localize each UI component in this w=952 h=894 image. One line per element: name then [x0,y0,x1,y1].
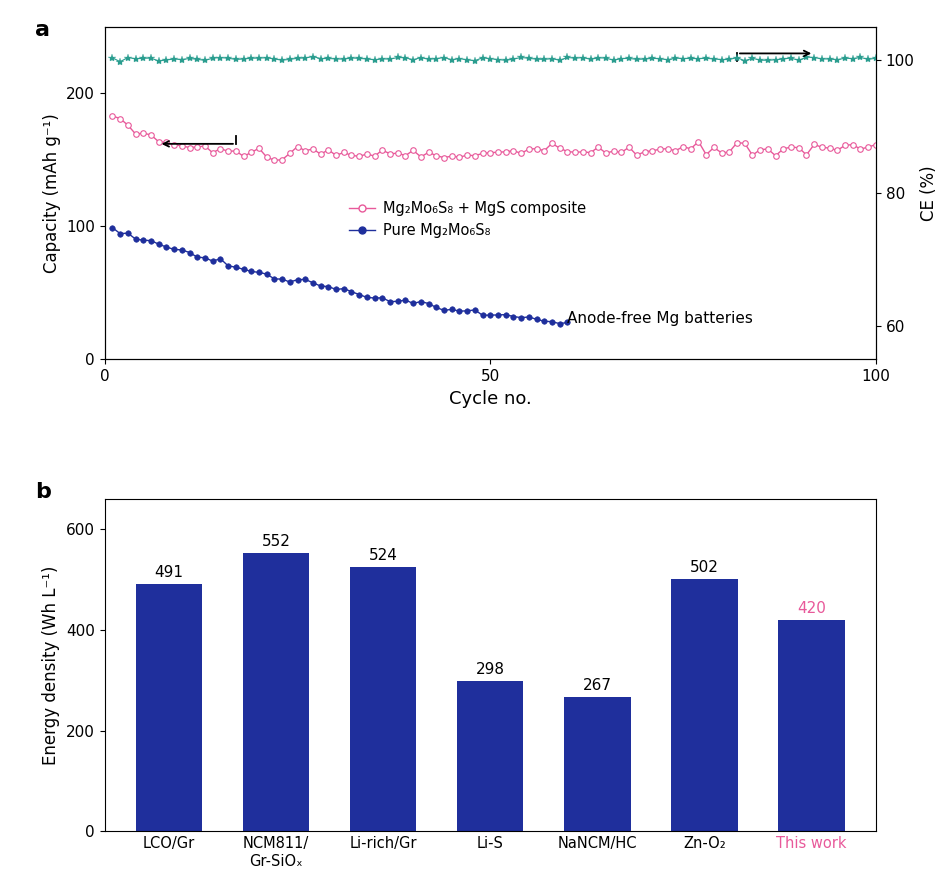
X-axis label: Cycle no.: Cycle no. [449,390,531,408]
Text: 267: 267 [583,678,612,693]
Text: 552: 552 [262,535,290,549]
Text: 502: 502 [690,560,719,575]
Text: Anode-free Mg batteries: Anode-free Mg batteries [567,311,753,326]
Bar [350,568,416,831]
Text: 298: 298 [476,662,505,678]
Text: b: b [35,483,51,502]
Bar [565,697,630,831]
Y-axis label: Capacity (mAh g⁻¹): Capacity (mAh g⁻¹) [43,114,61,273]
Bar [136,584,202,831]
Bar [779,620,844,831]
Bar [671,578,738,831]
Text: 491: 491 [154,565,184,580]
Bar [457,681,524,831]
Bar [243,553,309,831]
Legend: Mg₂Mo₆S₈ + MgS composite, Pure Mg₂Mo₆S₈: Mg₂Mo₆S₈ + MgS composite, Pure Mg₂Mo₆S₈ [344,195,592,244]
Text: 524: 524 [368,548,398,563]
Y-axis label: Energy density (Wh L⁻¹): Energy density (Wh L⁻¹) [43,566,60,765]
Y-axis label: CE (%): CE (%) [920,165,938,221]
Text: a: a [35,21,50,40]
Text: 420: 420 [797,601,826,616]
